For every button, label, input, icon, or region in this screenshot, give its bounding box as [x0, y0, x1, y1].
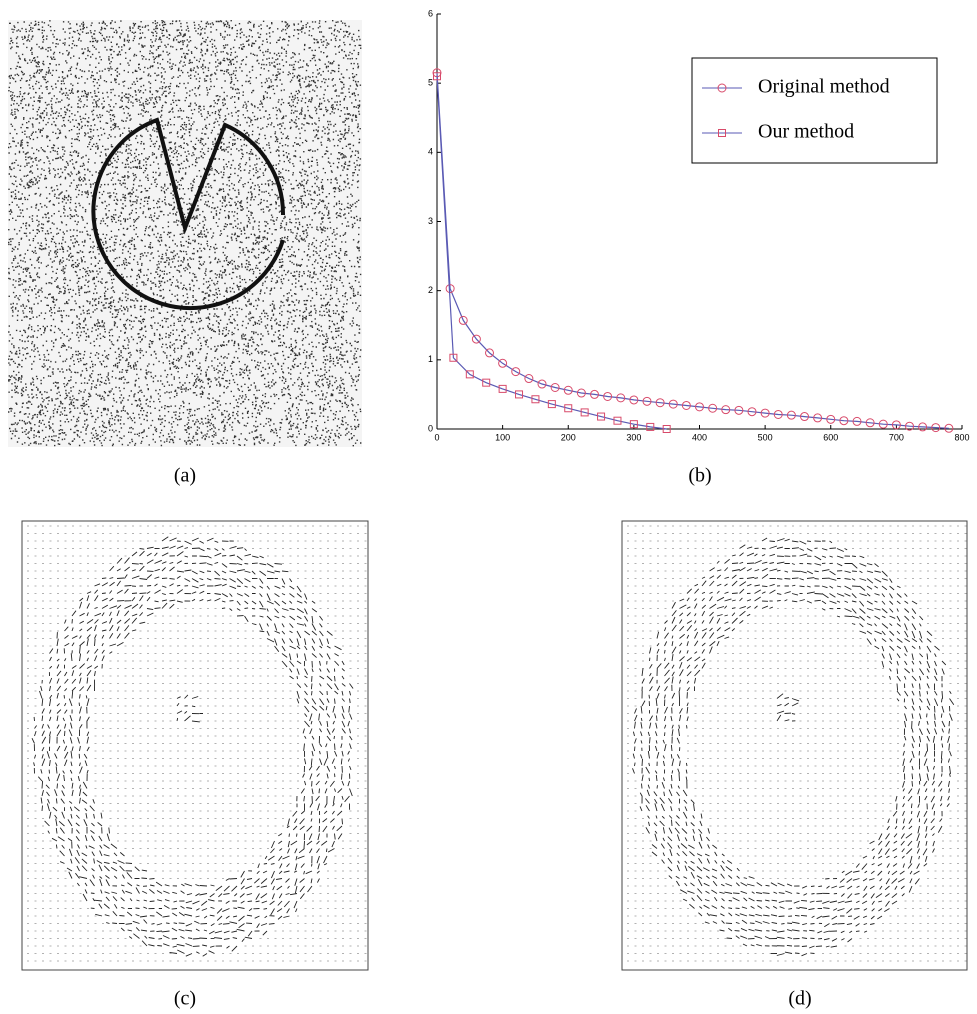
- field-arrows: [632, 537, 955, 957]
- marker: [550, 383, 560, 392]
- caption: (a): [174, 465, 196, 487]
- marker: [865, 418, 875, 428]
- marker: [839, 416, 849, 426]
- marker: [563, 385, 573, 395]
- marker: [918, 422, 928, 432]
- marker: [931, 423, 941, 433]
- marker: [878, 419, 888, 429]
- field-dots: [27, 525, 367, 962]
- marker: [695, 402, 704, 412]
- marker: [708, 403, 718, 413]
- line: [436, 72, 949, 429]
- y-tick-label: 4: [428, 147, 433, 157]
- line: [436, 76, 667, 430]
- marker: [485, 348, 494, 358]
- x-tick-label: 800: [954, 432, 969, 442]
- marker: [597, 412, 606, 421]
- field-dots: [627, 525, 967, 962]
- vector-field: [627, 525, 967, 962]
- marker: [662, 425, 671, 433]
- y-tick-label: 5: [428, 78, 433, 88]
- marker: [498, 384, 507, 393]
- marker: [471, 334, 481, 344]
- marker: [580, 408, 589, 417]
- legend-label: Our method: [758, 121, 854, 143]
- marker: [564, 404, 573, 413]
- x-tick-label: 200: [561, 432, 576, 442]
- marker: [800, 412, 809, 422]
- marker: [852, 416, 862, 426]
- marker: [537, 379, 547, 389]
- marker: [905, 421, 914, 431]
- marker: [655, 398, 665, 408]
- shape-contour: [91, 117, 286, 311]
- legend-box: [691, 57, 938, 164]
- caption: (d): [788, 988, 811, 1010]
- y-tick-label: 3: [428, 216, 433, 226]
- marker: [603, 391, 613, 401]
- marker: [465, 370, 474, 379]
- marker: [681, 400, 691, 410]
- marker: [773, 409, 783, 419]
- marker: [458, 315, 468, 325]
- y-tick-label: 0: [428, 423, 433, 433]
- marker: [616, 393, 626, 403]
- marker: [668, 399, 678, 409]
- x-tick-label: 300: [626, 432, 641, 442]
- marker: [721, 405, 731, 415]
- chart: 0 1 2 3 4 5 6 0 100 200 300 400 500 600 700 800 Original…: [428, 8, 970, 442]
- field-arrows: [31, 536, 354, 957]
- x-tick-label: 500: [758, 432, 773, 442]
- marker: [433, 72, 441, 81]
- x-tick-label: 0: [434, 432, 439, 442]
- marker: [944, 423, 954, 433]
- marker: [642, 396, 652, 406]
- legend-label: Original method: [758, 76, 890, 98]
- y-tick-label: 1: [428, 354, 433, 364]
- marker: [629, 395, 639, 405]
- caption: (c): [174, 988, 196, 1010]
- marker: [524, 374, 534, 384]
- legend-marker: [718, 129, 726, 137]
- x-tick-label: 700: [889, 432, 904, 442]
- caption: (b): [688, 465, 711, 487]
- marker: [590, 389, 599, 399]
- frame: [621, 520, 968, 971]
- vector-field: [27, 525, 367, 962]
- marker: [498, 358, 508, 368]
- marker: [747, 407, 757, 417]
- marker: [891, 420, 901, 430]
- marker: [813, 413, 823, 423]
- marker: [511, 367, 521, 377]
- marker: [449, 353, 458, 362]
- marker: [515, 390, 524, 399]
- x-tick-label: 100: [495, 432, 510, 442]
- marker: [547, 400, 556, 409]
- marker: [786, 410, 796, 420]
- legend-marker: [717, 83, 727, 93]
- y-tick-label: 2: [428, 285, 433, 295]
- marker: [734, 405, 744, 415]
- marker: [760, 408, 770, 418]
- marker: [629, 420, 638, 429]
- marker: [613, 416, 622, 425]
- marker: [482, 378, 491, 387]
- x-tick-label: 400: [692, 432, 707, 442]
- marker: [531, 395, 540, 404]
- marker: [646, 422, 655, 431]
- frame: [21, 520, 369, 971]
- marker: [576, 388, 586, 398]
- x-tick-label: 600: [823, 432, 838, 442]
- marker: [826, 414, 836, 424]
- y-tick-label: 6: [428, 8, 433, 18]
